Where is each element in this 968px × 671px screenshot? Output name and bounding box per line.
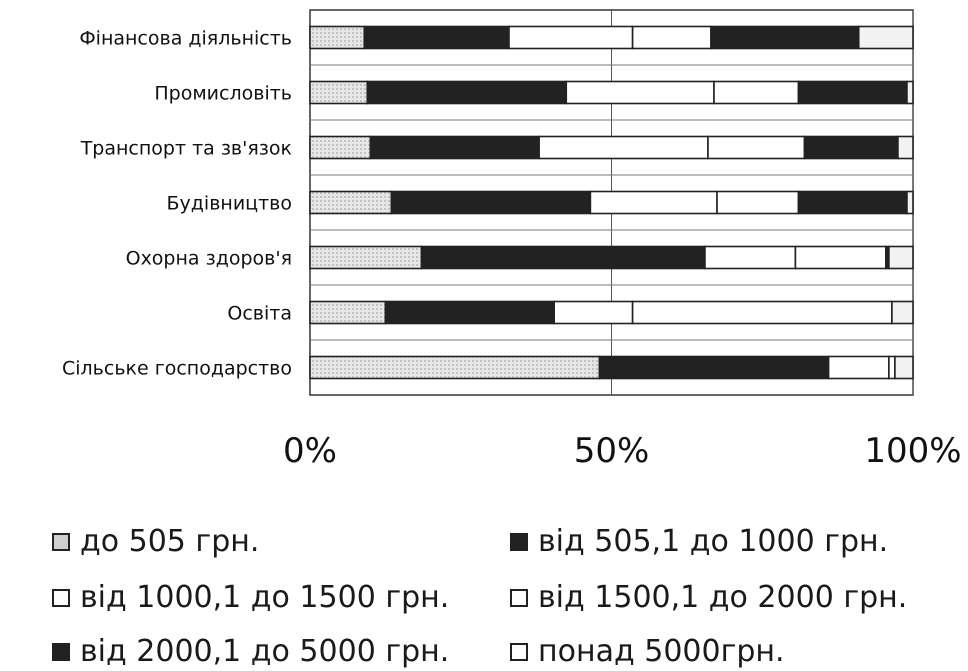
- bar-segment: [420, 245, 706, 270]
- bar-segment: [390, 190, 592, 215]
- bar-segment: [366, 80, 568, 105]
- bar-segment: [553, 300, 634, 325]
- bar-segment: [827, 355, 890, 380]
- bar-segment: [309, 135, 372, 160]
- bar-segment: [906, 80, 914, 105]
- bar-segment: [598, 355, 830, 380]
- bar-segment: [309, 300, 387, 325]
- bar-segment: [797, 80, 908, 105]
- bar-segment: [631, 300, 893, 325]
- bar-segment: [707, 135, 806, 160]
- bar-segment: [631, 25, 712, 50]
- bar-segment: [891, 300, 914, 325]
- category-label: Транспорт та зв'язок: [80, 138, 292, 160]
- bar-segment: [538, 135, 709, 160]
- bar-segment: [713, 80, 800, 105]
- bar-segment: [384, 300, 556, 325]
- bar-segment: [797, 190, 908, 215]
- bar-segment: [589, 190, 718, 215]
- bar-segment: [803, 135, 899, 160]
- bar-segment: [794, 245, 887, 270]
- bar-segment: [309, 25, 366, 50]
- bar-segment: [704, 245, 797, 270]
- bar-segment: [369, 135, 540, 160]
- bar-segment: [888, 355, 896, 380]
- bar-segment: [857, 25, 914, 50]
- bar-segment: [906, 190, 914, 215]
- bar-segment: [363, 25, 510, 50]
- category-label: Будівництво: [167, 193, 293, 215]
- bar-segment: [894, 355, 914, 380]
- bar-segment: [897, 135, 914, 160]
- bar-segment: [710, 25, 860, 50]
- bar-segment: [309, 355, 601, 380]
- bar-segment: [309, 245, 423, 270]
- x-tick-label: 100%: [864, 431, 961, 471]
- category-label: Фінансова діяльність: [79, 28, 292, 50]
- bar-segment: [716, 190, 800, 215]
- bar-segment: [565, 80, 715, 105]
- bar-segment: [309, 190, 393, 215]
- bar-segment: [309, 80, 369, 105]
- category-label: Промисловіть: [154, 83, 292, 105]
- bar-segment: [888, 245, 914, 270]
- x-tick-label: 0%: [283, 431, 337, 471]
- category-label: Освіта: [227, 303, 292, 325]
- category-label: Сільське господарство: [62, 358, 292, 380]
- bar-segment: [508, 25, 634, 50]
- category-label: Охорна здоров'я: [126, 248, 292, 270]
- x-tick-label: 50%: [574, 431, 650, 471]
